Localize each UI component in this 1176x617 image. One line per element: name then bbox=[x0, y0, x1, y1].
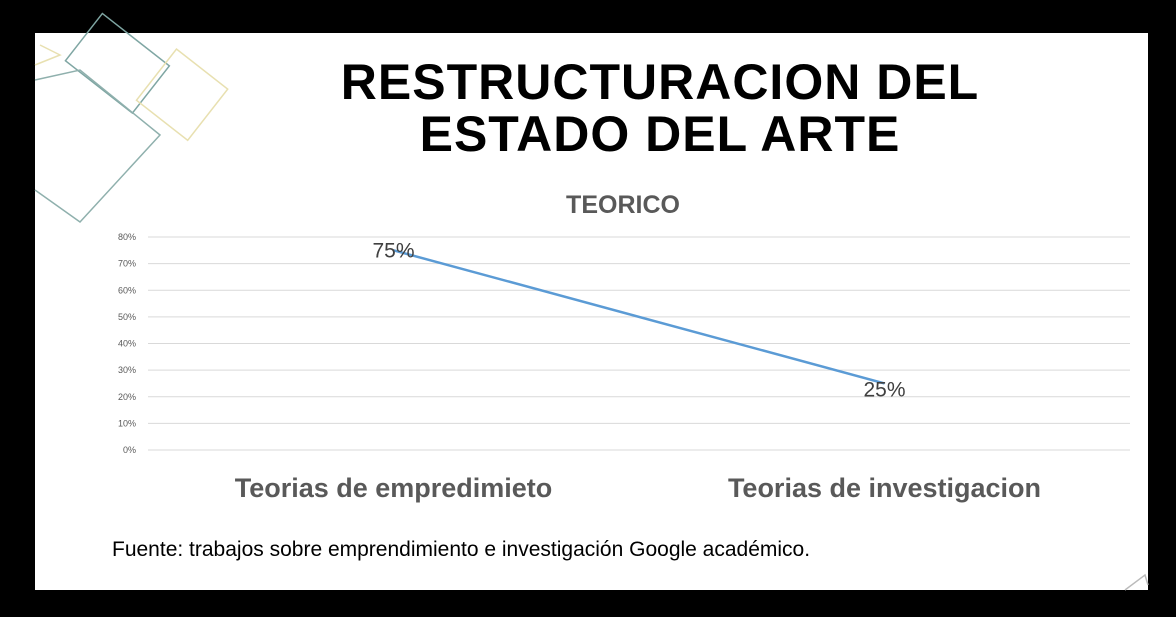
y-tick-label: 10% bbox=[118, 418, 136, 428]
y-tick-label: 30% bbox=[118, 365, 136, 375]
deco-square bbox=[34, 44, 62, 66]
y-tick-label: 70% bbox=[118, 259, 136, 269]
deco-square bbox=[64, 12, 171, 115]
decoration bbox=[34, 12, 1149, 591]
deco-square bbox=[34, 69, 162, 223]
y-tick-label: 80% bbox=[118, 232, 136, 242]
y-tick-label: 40% bbox=[118, 339, 136, 349]
y-tick-label: 0% bbox=[123, 445, 136, 455]
x-tick-label: Teorias de empredimieto bbox=[235, 473, 553, 503]
source-note: Fuente: trabajos sobre emprendimiento e … bbox=[112, 538, 810, 561]
chart-subtitle: TEORICO bbox=[566, 191, 680, 219]
data-label: 75% bbox=[372, 239, 414, 262]
y-tick-label: 20% bbox=[118, 392, 136, 402]
deco-square bbox=[1124, 573, 1149, 591]
deco-square bbox=[135, 48, 229, 142]
y-tick-label: 60% bbox=[118, 285, 136, 295]
slide-background bbox=[35, 33, 1148, 590]
data-line bbox=[393, 249, 885, 385]
y-tick-label: 50% bbox=[118, 312, 136, 322]
data-label: 25% bbox=[863, 378, 905, 401]
slide-title: RESTRUCTURACION DEL ESTADO DEL ARTE bbox=[340, 54, 980, 162]
x-tick-label: Teorias de investigacion bbox=[728, 473, 1041, 503]
